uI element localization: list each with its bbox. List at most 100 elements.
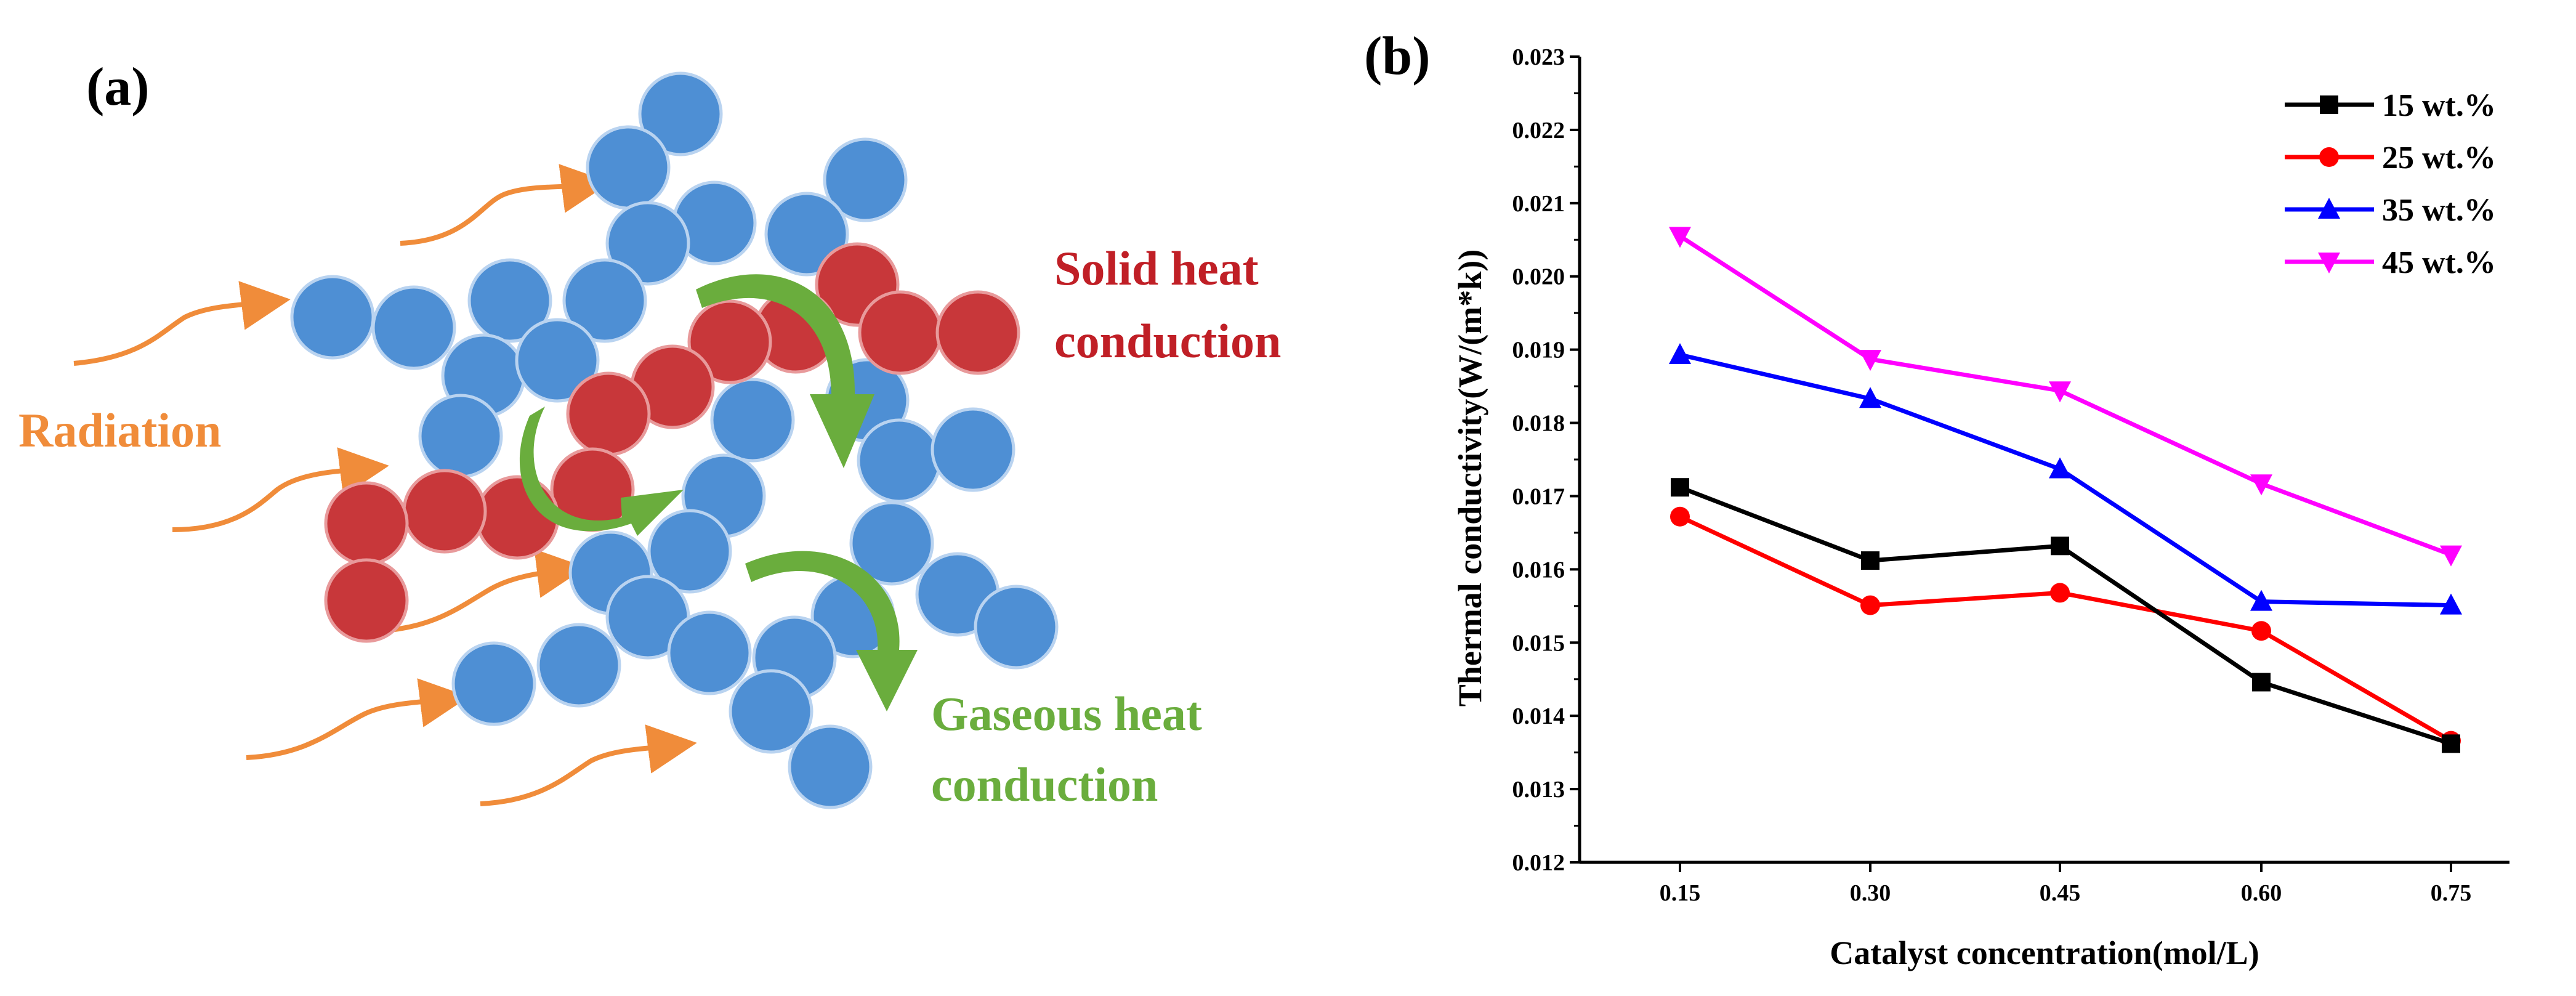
data-point (2250, 474, 2272, 496)
y-tick-label: 0.013 (1512, 777, 1565, 803)
gas-arrows (519, 274, 918, 711)
radiation-arrows (73, 164, 697, 806)
solid-conduction-label-2: conduction (1054, 314, 1281, 368)
radiation-arrow (375, 549, 586, 634)
series-45-wt- (1669, 227, 2462, 567)
data-point (1669, 227, 1691, 248)
y-tick-label: 0.015 (1512, 630, 1565, 656)
data-point (1860, 595, 1880, 615)
radiation-label: Radiation (18, 403, 221, 457)
blue-particle (974, 585, 1059, 670)
blue-particle (467, 258, 552, 343)
data-point (2440, 545, 2462, 567)
data-point (1669, 342, 1691, 364)
legend-label: 25 wt.% (2382, 140, 2496, 176)
schematic-panel: (a) (18, 57, 1281, 811)
blue-particle (931, 407, 1015, 492)
red-particle (935, 290, 1020, 375)
panel-b-label: (b) (1364, 26, 1431, 86)
x-tick-label: 0.45 (2040, 880, 2081, 906)
legend-label: 35 wt.% (2382, 193, 2496, 228)
x-tick-label: 0.15 (1660, 880, 1701, 906)
data-point (2440, 593, 2462, 615)
series-15-wt- (1671, 478, 2460, 753)
series-line (1679, 234, 2452, 557)
legend-marker (2318, 198, 2340, 219)
data-point (1670, 506, 1690, 527)
data-point (2050, 583, 2070, 603)
blue-particle (647, 509, 732, 594)
data-point (1859, 350, 1881, 371)
x-tick-label: 0.75 (2431, 880, 2472, 906)
data-point (2049, 457, 2071, 479)
blue-particle (823, 137, 908, 222)
legend-marker (2319, 147, 2339, 167)
blue-particle (451, 641, 536, 726)
radiation-arrow (480, 724, 697, 806)
red-particle (324, 481, 409, 566)
data-point (2442, 734, 2460, 753)
radiation-arrow (246, 678, 469, 760)
blue-particle (667, 610, 752, 695)
blue-particle (371, 285, 456, 370)
blue-particle (515, 318, 600, 403)
red-particle (687, 299, 772, 384)
radiation-arrow (400, 164, 611, 246)
y-tick-label: 0.018 (1512, 411, 1565, 437)
data-point (1671, 478, 1689, 497)
blue-particles (290, 71, 1059, 809)
y-tick-label: 0.023 (1512, 44, 1565, 70)
solid-conduction-label: Solid heat (1054, 241, 1259, 295)
blue-particle (849, 501, 934, 586)
series-35-wt- (1669, 342, 2462, 615)
blue-particle (710, 378, 795, 463)
red-particles (324, 242, 1020, 643)
radiation-arrow (172, 447, 389, 532)
data-point (1859, 387, 1881, 408)
series-line (1679, 485, 2452, 746)
red-particle (858, 290, 943, 375)
legend-label: 15 wt.% (2382, 88, 2496, 123)
legend: 15 wt.% 25 wt.% 35 wt.% 45 wt.% (2285, 88, 2496, 280)
x-tick-label: 0.60 (2241, 880, 2282, 906)
blue-particle (729, 669, 814, 754)
y-tick-label: 0.021 (1512, 191, 1565, 217)
legend-marker (2318, 253, 2340, 273)
gas-arrow (519, 407, 684, 536)
blue-particle (788, 724, 873, 809)
chart-panel: (b) 0.0120.0130.0140.0150.0160.0170.0180… (1364, 26, 2509, 971)
y-axis-title: Thermal conductivity(W/(m*k)) (1452, 249, 1488, 707)
blue-particle (764, 192, 849, 277)
data-point (1861, 551, 1880, 570)
data-point (2252, 673, 2271, 692)
red-particle (566, 371, 651, 456)
panel-a-label: (a) (86, 57, 150, 117)
blue-particle (536, 623, 621, 708)
blue-particle (638, 71, 723, 156)
gas-arrow (696, 274, 874, 468)
legend-marker (2320, 95, 2338, 114)
data-point (2049, 381, 2071, 403)
gas-arrow (745, 551, 918, 711)
red-particle (402, 469, 487, 554)
data-point (2251, 621, 2271, 641)
radiation-arrow (73, 281, 291, 366)
gaseous-conduction-label-2: conduction (931, 758, 1158, 811)
line-chart: 0.012 0.013 0.014 0.015 0.016 0.017 0.018 0.019… (1452, 44, 2509, 971)
gaseous-conduction-label: Gaseous heat (931, 687, 1202, 740)
y-tick-label: 0.014 (1512, 703, 1565, 729)
x-tick-label: 0.30 (1850, 880, 1891, 906)
blue-particle (857, 418, 942, 503)
y-tick-label: 0.019 (1512, 338, 1565, 363)
red-particle (324, 558, 409, 643)
legend-label: 45 wt.% (2382, 245, 2496, 280)
y-tick-label: 0.012 (1512, 850, 1565, 876)
blue-particle (418, 394, 503, 479)
y-tick-label: 0.020 (1512, 264, 1565, 290)
data-point (2051, 536, 2069, 556)
blue-particle (586, 125, 671, 210)
blue-particle (605, 201, 690, 286)
y-tick-label: 0.022 (1512, 118, 1565, 144)
x-axis-title: Catalyst concentration(mol/L) (1830, 934, 2259, 971)
